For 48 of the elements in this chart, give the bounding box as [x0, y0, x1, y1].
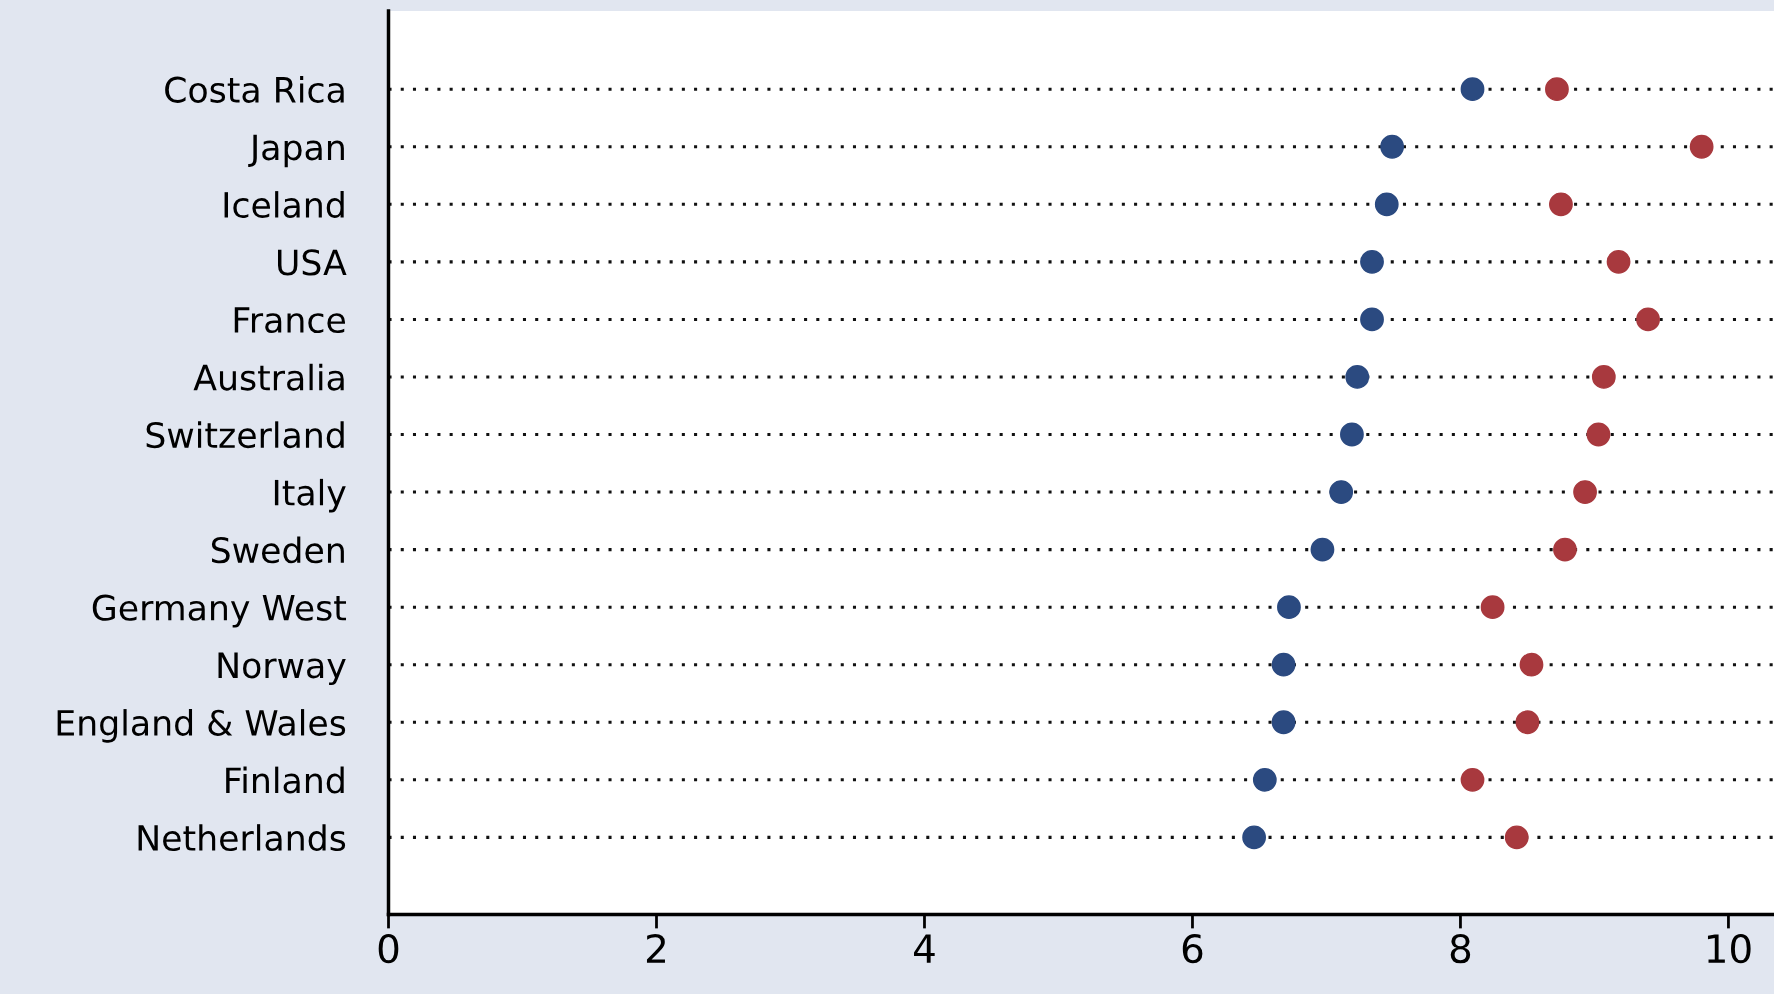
y-tick-label: England & Wales [57, 709, 346, 743]
y-tick-label: Finland [226, 766, 344, 794]
y-tick-label: Sweden [211, 536, 344, 564]
y-tick-label: Iceland [224, 191, 344, 218]
point [1480, 595, 1505, 620]
y-tick-label: Japan [248, 134, 344, 168]
point [1689, 134, 1714, 159]
x-tick-label: 6 [1182, 933, 1203, 964]
point [1545, 77, 1569, 102]
point [1252, 767, 1277, 792]
point [1586, 422, 1611, 447]
point [1460, 767, 1485, 792]
point [1340, 422, 1364, 447]
y-tick-label: Switzerland [146, 421, 344, 449]
point [1553, 537, 1577, 562]
x-tick-label: 4 [914, 934, 935, 963]
x-tick-label: 10 [1707, 933, 1751, 964]
y-tick-label: France [234, 307, 345, 334]
y-tick-label: Norway [218, 652, 346, 686]
y-tick-label: Netherlands [138, 824, 346, 852]
point [1380, 134, 1405, 159]
point [1636, 307, 1660, 332]
point [1504, 825, 1529, 850]
point [1374, 192, 1399, 217]
point [1515, 710, 1540, 735]
y-tick-label: Germany West [92, 594, 347, 628]
point [1345, 365, 1370, 389]
point [1606, 249, 1631, 274]
x-tick-label: 8 [1450, 933, 1471, 964]
point [1329, 480, 1354, 504]
point [1573, 480, 1597, 504]
point [1271, 710, 1296, 735]
point [1242, 825, 1266, 850]
x-tick-label: 2 [646, 933, 665, 963]
point [1519, 652, 1544, 677]
y-tick-label: Costa Rica [165, 76, 344, 103]
point [1310, 537, 1335, 562]
point [1591, 365, 1616, 389]
point [1460, 77, 1485, 102]
point [1360, 307, 1384, 332]
point [1549, 192, 1573, 217]
y-tick-label: Italy [274, 478, 346, 513]
x-tick-label: 0 [378, 933, 399, 964]
point [1360, 249, 1384, 274]
point [1277, 595, 1301, 620]
y-tick-label: USA [278, 249, 347, 276]
y-tick-label: Australia [193, 363, 344, 391]
point [1271, 652, 1296, 677]
